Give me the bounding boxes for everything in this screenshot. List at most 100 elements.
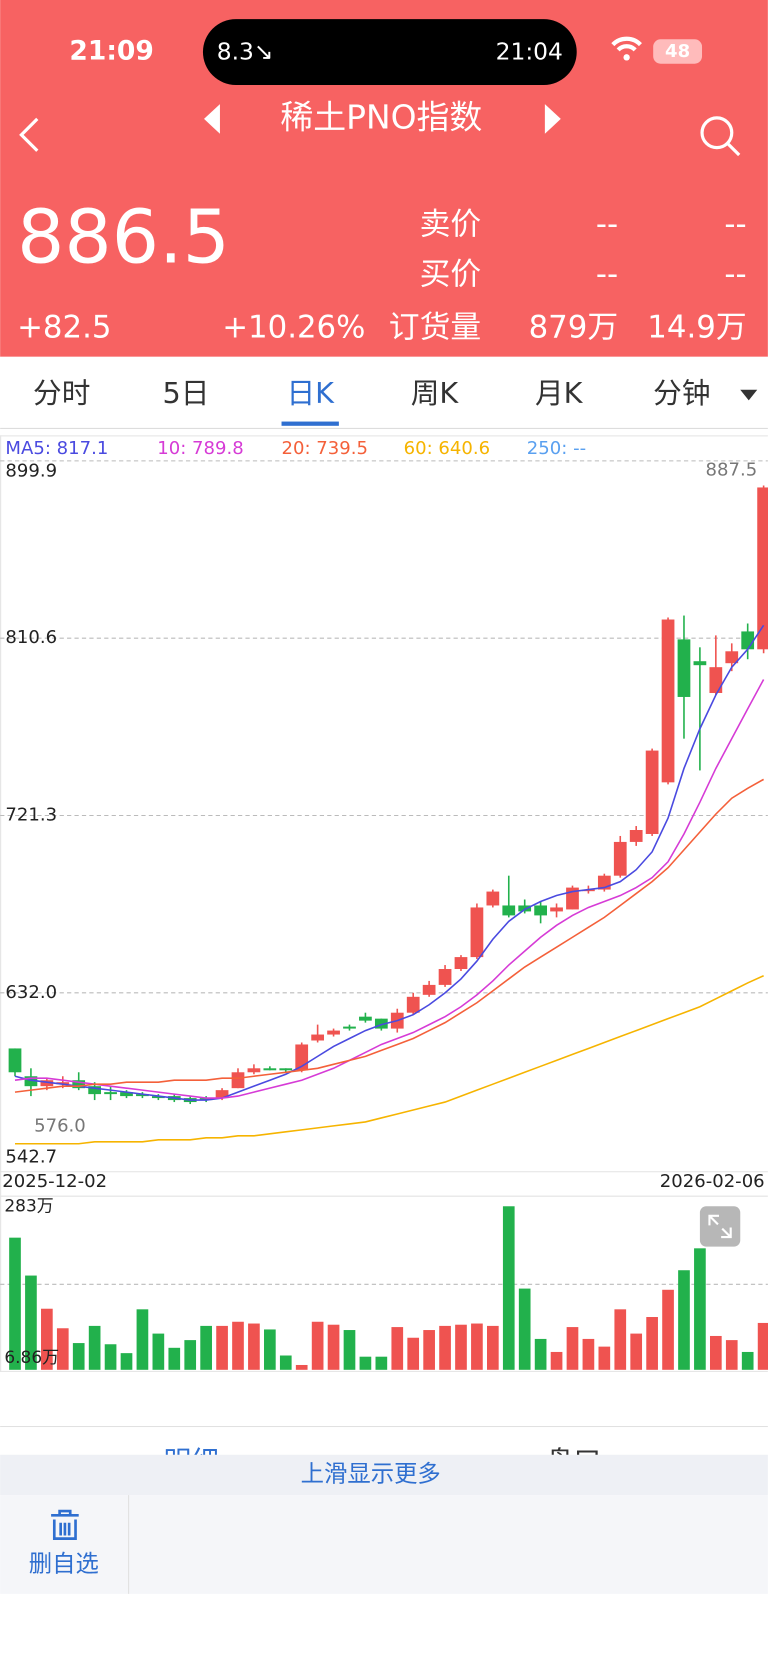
candle-body bbox=[56, 1082, 70, 1085]
volume-tick-label: 283万 bbox=[4, 1196, 53, 1216]
y-tick-label: 632.0 bbox=[5, 982, 57, 1003]
ma-line bbox=[14, 778, 765, 1093]
swipe-bar bbox=[0, 1454, 768, 1496]
candle-body bbox=[72, 1080, 86, 1089]
tab[interactable]: 分钟 bbox=[653, 376, 710, 410]
volume-bar bbox=[375, 1356, 388, 1370]
next-button[interactable] bbox=[544, 104, 561, 134]
candle-body bbox=[120, 1092, 133, 1097]
candle-body bbox=[645, 750, 659, 834]
candle-body bbox=[725, 651, 739, 664]
volume-bar bbox=[264, 1329, 276, 1370]
bottom-tabs bbox=[0, 1427, 768, 1459]
candle-body bbox=[741, 631, 755, 650]
volume-bar bbox=[534, 1338, 547, 1370]
tab[interactable]: 5日 bbox=[163, 376, 210, 410]
volume-bar bbox=[25, 1275, 37, 1370]
candle-body bbox=[534, 905, 547, 916]
volume-bar bbox=[455, 1324, 467, 1370]
tab[interactable]: 月K bbox=[535, 376, 584, 410]
candle-body bbox=[104, 1092, 117, 1095]
volume-bar bbox=[646, 1317, 658, 1370]
ask-label: 卖价 bbox=[420, 207, 482, 243]
candle-body bbox=[629, 830, 643, 842]
volume-bar bbox=[9, 1237, 21, 1370]
y-tick-label: 899.9 bbox=[5, 460, 57, 481]
volume-bar bbox=[359, 1356, 372, 1370]
volume-bar bbox=[200, 1325, 212, 1370]
volume-bar bbox=[518, 1288, 531, 1370]
candle-body bbox=[422, 984, 436, 995]
battery bbox=[653, 39, 703, 64]
candle-body bbox=[279, 1068, 293, 1071]
y-tick-label: 810.6 bbox=[5, 627, 57, 648]
volume-bar bbox=[152, 1333, 165, 1370]
candle-body bbox=[677, 639, 691, 697]
island-left: 8.3↘ bbox=[217, 38, 274, 66]
volume-bar bbox=[136, 1309, 149, 1370]
fullscreen-icon bbox=[708, 1214, 732, 1239]
volume-bar bbox=[757, 1322, 768, 1370]
candle-body bbox=[518, 905, 532, 912]
volume: 14.9万 bbox=[647, 310, 746, 346]
volume-bar bbox=[72, 1343, 85, 1370]
low-label: 576.0 bbox=[34, 1115, 86, 1136]
candle-body bbox=[215, 1090, 229, 1099]
volume-bar bbox=[232, 1321, 244, 1370]
title: 稀土PNO指数 bbox=[280, 97, 482, 136]
volume-bar bbox=[216, 1325, 228, 1370]
search-button[interactable] bbox=[700, 116, 734, 150]
volume-bar bbox=[614, 1309, 627, 1370]
back-button[interactable] bbox=[19, 117, 39, 152]
volume-bar bbox=[566, 1327, 579, 1370]
candle-body bbox=[406, 996, 420, 1013]
dynamic-island bbox=[202, 19, 577, 85]
candle-body bbox=[470, 907, 484, 958]
ma-legend: 20: 739.5 bbox=[282, 438, 368, 459]
ma-legend: MA5: 817.1 bbox=[5, 438, 108, 459]
bid-label: 买价 bbox=[420, 257, 482, 293]
volume-bar bbox=[487, 1325, 499, 1370]
candle-body bbox=[550, 907, 563, 912]
battery-level: 48 bbox=[665, 41, 690, 62]
volume-bar bbox=[630, 1333, 643, 1370]
candle-body bbox=[613, 841, 627, 876]
candle-body bbox=[311, 1034, 325, 1041]
candle-body bbox=[502, 905, 516, 916]
volume-bar bbox=[662, 1289, 674, 1370]
tab[interactable]: 周K bbox=[411, 376, 460, 410]
volume-bar bbox=[248, 1323, 260, 1370]
volume-label: 订货量 bbox=[389, 310, 481, 346]
volume-bar bbox=[56, 1328, 69, 1370]
volume-bar bbox=[678, 1270, 690, 1370]
volume: 879万 bbox=[529, 310, 619, 346]
candle-body bbox=[709, 667, 723, 693]
tab[interactable]: 日K bbox=[286, 376, 335, 410]
ma-legend: 250: -- bbox=[527, 438, 586, 459]
volume-bar bbox=[598, 1346, 611, 1370]
wifi-icon bbox=[611, 36, 642, 52]
volume-bar bbox=[725, 1340, 738, 1370]
candle-body bbox=[199, 1098, 213, 1101]
ask: -- bbox=[724, 207, 746, 243]
tab[interactable]: 分时 bbox=[33, 376, 90, 410]
candle-body bbox=[359, 1016, 372, 1021]
ma-line bbox=[14, 624, 765, 1101]
volume-tick-label: 6.86万 bbox=[4, 1348, 59, 1368]
change: +82.5 bbox=[17, 310, 111, 346]
delete-watchlist[interactable]: 删自选 bbox=[29, 1550, 99, 1578]
volume-bar bbox=[471, 1323, 483, 1370]
volume-bar bbox=[168, 1347, 181, 1370]
candle-body bbox=[661, 619, 675, 783]
fullscreen-button[interactable] bbox=[699, 1206, 741, 1247]
volume-bar bbox=[439, 1325, 451, 1370]
prev-button[interactable] bbox=[204, 104, 220, 134]
tab-more[interactable] bbox=[740, 389, 758, 401]
ma-legend: 10: 789.8 bbox=[157, 438, 243, 459]
swipe-hint[interactable]: 上滑显示更多 bbox=[301, 1459, 441, 1487]
candle-body bbox=[136, 1094, 149, 1097]
candle-body bbox=[693, 661, 707, 666]
bid: -- bbox=[724, 257, 746, 293]
volume-bar bbox=[741, 1351, 754, 1370]
